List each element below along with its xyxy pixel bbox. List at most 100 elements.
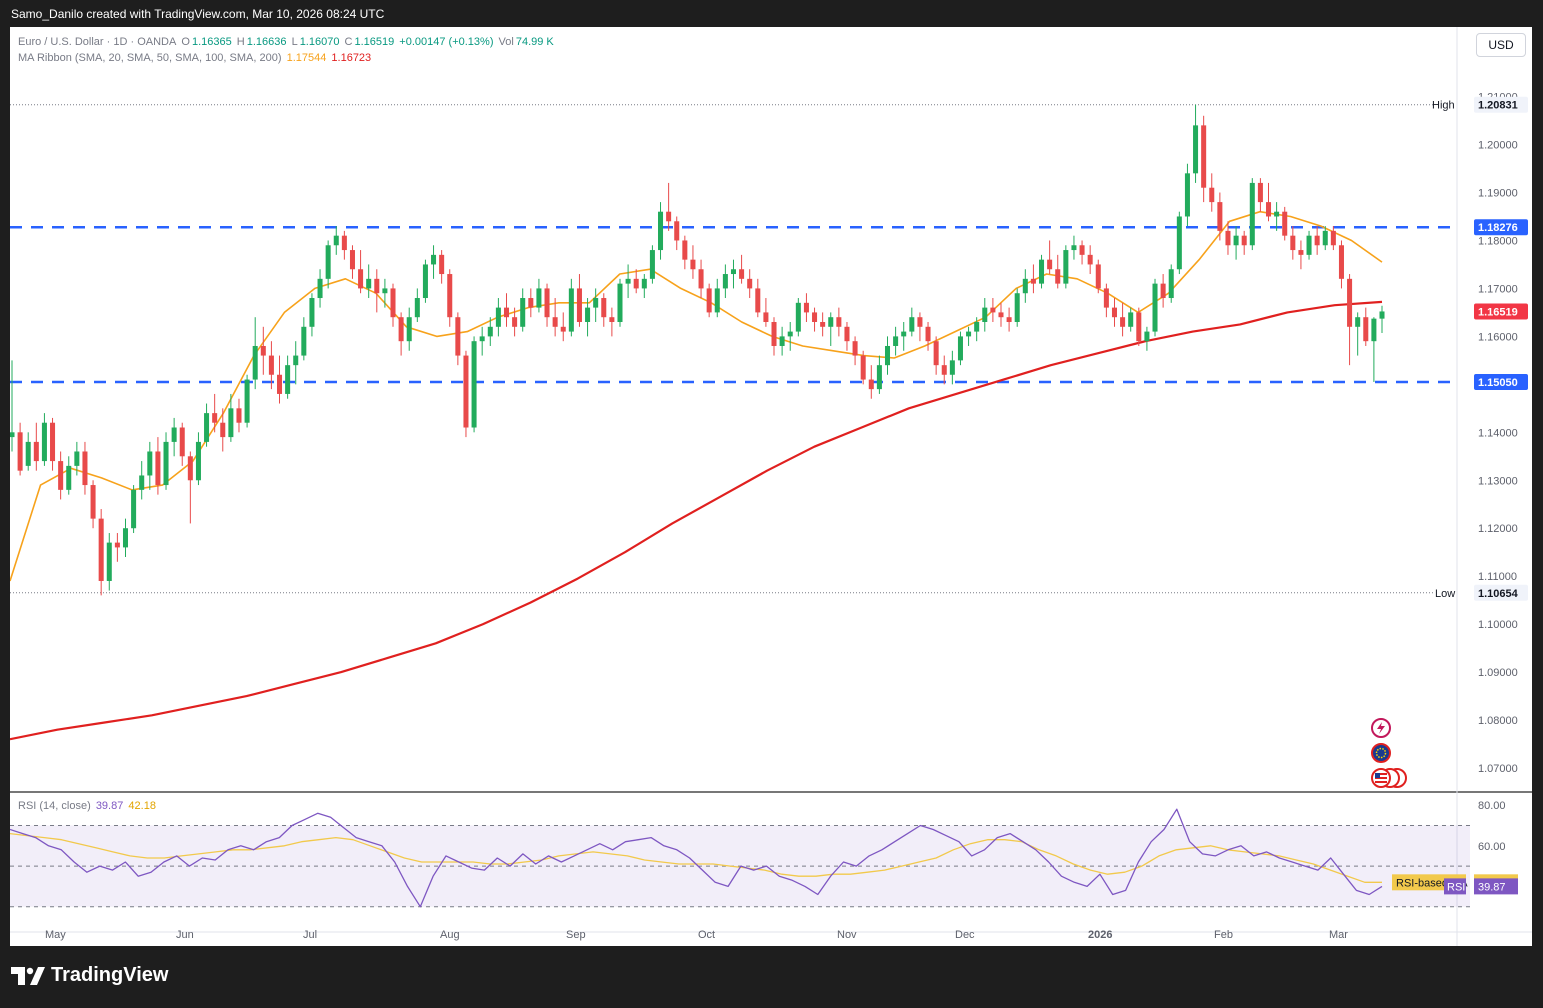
candle-body <box>1209 187 1215 203</box>
candle-body <box>812 312 818 322</box>
candle-body <box>820 322 826 327</box>
candle-body <box>487 326 493 337</box>
time-tick-label: Nov <box>837 929 857 941</box>
candle-body <box>901 331 907 337</box>
tradingview-brand: TradingView <box>11 964 168 987</box>
candle-body <box>212 413 218 423</box>
candle-body <box>1274 211 1280 217</box>
candle-body <box>349 250 355 270</box>
candle-body <box>431 254 437 265</box>
symbol-name: Euro / U.S. Dollar · 1D · OANDA <box>18 36 177 48</box>
candle-body <box>366 278 372 289</box>
candle-body <box>633 278 639 289</box>
time-tick-label: Dec <box>955 929 975 941</box>
candle-body <box>1355 317 1361 327</box>
candle-body <box>836 317 842 327</box>
price-tick-label: 1.18000 <box>1478 235 1518 247</box>
candle-body <box>828 317 834 327</box>
candle-body <box>601 298 607 318</box>
candle-body <box>641 278 647 289</box>
candle-body <box>1079 245 1085 255</box>
candle-body <box>884 345 891 366</box>
rsi-tag-label-bg <box>1444 878 1466 895</box>
rsi-tag-label: RSI <box>1447 881 1465 893</box>
time-tick-label: 2026 <box>1088 929 1112 941</box>
candle-body <box>674 221 680 241</box>
axis-layer: 1.210001.200001.190001.180001.170001.160… <box>45 92 1528 941</box>
candle-body <box>714 288 720 313</box>
candle-body <box>155 451 161 486</box>
candle-body <box>1111 307 1117 318</box>
chart-canvas[interactable]: 1.210001.200001.190001.180001.170001.160… <box>10 27 1532 946</box>
ma-value-fast: 1.17544 <box>286 52 327 64</box>
support-tag-bg <box>1474 373 1528 390</box>
chart-panel[interactable]: 1.210001.200001.190001.180001.170001.160… <box>10 27 1532 946</box>
candle-body <box>1257 182 1263 203</box>
candle-body <box>293 355 299 366</box>
candle-body <box>1063 250 1069 284</box>
candle-body <box>795 302 801 332</box>
candle-body <box>1347 278 1353 327</box>
candle-body <box>998 312 1004 318</box>
candle-body <box>1071 245 1077 251</box>
candle-body <box>593 298 599 308</box>
candle-body <box>690 259 696 270</box>
brand-name: TradingView <box>51 964 169 986</box>
candle-body <box>917 317 923 327</box>
lightning-event-icon[interactable] <box>1369 716 1393 740</box>
candle-body <box>414 298 420 318</box>
resistance-tag-bg <box>1474 219 1528 236</box>
candle-body <box>25 441 31 466</box>
price-tick-label: 1.08000 <box>1478 715 1518 727</box>
candle-body <box>658 211 664 251</box>
price-tick-label: 1.09000 <box>1478 667 1518 679</box>
candle-body <box>358 269 364 289</box>
candle-body <box>1152 283 1158 332</box>
candle-body <box>1241 235 1247 246</box>
grid-layer <box>10 27 1532 946</box>
price-tick-label: 1.13000 <box>1478 475 1518 487</box>
volume-label: Vol <box>498 36 514 48</box>
candle-body <box>439 254 445 275</box>
support-tag: 1.15050 <box>1478 377 1518 389</box>
candle-body <box>1168 269 1174 299</box>
candle-body <box>949 360 955 375</box>
candle-body <box>390 288 396 318</box>
moving-averages-layer <box>10 210 1383 741</box>
candle-body <box>747 278 753 289</box>
candle-body <box>260 345 266 356</box>
candle-body <box>1217 202 1223 231</box>
candle-body <box>933 341 939 366</box>
rsi-line <box>10 808 1383 908</box>
candle-body <box>544 288 550 318</box>
candle-body <box>957 336 963 361</box>
candle-body <box>990 307 996 313</box>
candle-body <box>317 278 323 299</box>
rsi-tick-label: 80.00 <box>1478 800 1506 812</box>
candle-body <box>1225 230 1231 246</box>
candle-body <box>1298 250 1304 255</box>
candle-body <box>82 451 88 486</box>
eu-flag-icon[interactable] <box>1369 741 1393 765</box>
candle-body <box>1095 264 1101 289</box>
candle-body <box>187 456 193 481</box>
price-tick-label: 1.19000 <box>1478 188 1518 200</box>
high-value-tag-bg <box>1474 96 1528 113</box>
us-flag-icon[interactable] <box>1367 766 1413 790</box>
candle-body <box>204 413 210 442</box>
rsi-layer <box>10 808 1383 908</box>
candle-body <box>585 307 591 322</box>
candle-body <box>1363 317 1369 342</box>
candle-body <box>893 336 899 346</box>
attribution-text: Samo_Danilo created with TradingView.com… <box>11 7 385 21</box>
current-price-tag-bg <box>1474 303 1528 320</box>
candle-body <box>876 365 882 390</box>
candle-body <box>730 269 736 275</box>
candle-body <box>1379 311 1385 319</box>
candle-body <box>1030 278 1036 284</box>
currency-button[interactable]: USD <box>1476 33 1526 57</box>
candle-body <box>1201 125 1207 188</box>
time-tick-label: Jul <box>303 929 317 941</box>
candle-body <box>479 336 485 342</box>
high-label: H <box>236 36 245 48</box>
